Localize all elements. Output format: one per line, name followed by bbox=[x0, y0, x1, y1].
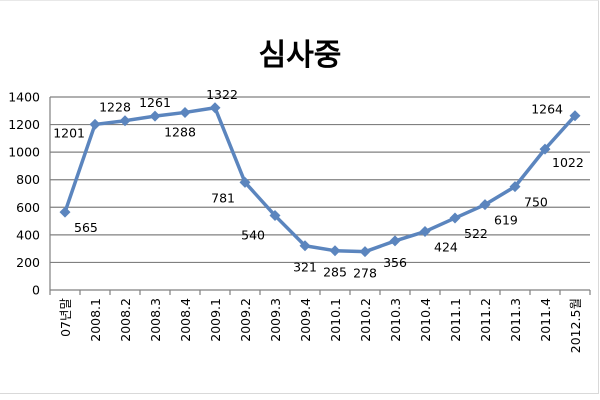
x-tick-label: 2010.1 bbox=[328, 298, 343, 342]
y-tick-label: 200 bbox=[16, 255, 40, 270]
data-point bbox=[179, 106, 191, 118]
x-tick-label: 2008.1 bbox=[88, 298, 103, 342]
chart-title: 심사중 bbox=[258, 38, 342, 73]
data-point bbox=[89, 118, 101, 130]
x-tick-label: 2011.3 bbox=[508, 298, 523, 342]
data-label: 1228 bbox=[99, 100, 131, 115]
y-tick-label: 1200 bbox=[8, 117, 40, 132]
data-label: 278 bbox=[353, 266, 377, 281]
series-points bbox=[59, 102, 581, 258]
x-tick-label: 2009.2 bbox=[238, 298, 253, 342]
data-point bbox=[539, 143, 551, 155]
data-point bbox=[59, 206, 71, 218]
data-point bbox=[509, 181, 521, 193]
y-tick-label: 0 bbox=[32, 283, 40, 298]
data-point bbox=[119, 115, 131, 127]
x-tick-label: 2008.2 bbox=[118, 298, 133, 342]
axes bbox=[49, 97, 591, 295]
data-label: 565 bbox=[74, 220, 98, 235]
data-label: 1322 bbox=[206, 87, 238, 102]
data-label: 1201 bbox=[53, 125, 85, 140]
data-label: 619 bbox=[494, 213, 518, 228]
data-label: 321 bbox=[293, 260, 317, 275]
data-point bbox=[149, 110, 161, 122]
series-line bbox=[63, 106, 577, 254]
x-tick-label: 07년말 bbox=[58, 298, 73, 337]
data-label: 1288 bbox=[164, 124, 196, 139]
data-point bbox=[209, 102, 221, 114]
y-tick-label: 800 bbox=[16, 172, 40, 187]
series-line-path bbox=[63, 106, 577, 254]
x-tick-label: 2010.2 bbox=[358, 298, 373, 342]
y-tick-label: 600 bbox=[16, 200, 40, 215]
x-tick-labels: 07년말 2008.1 2008.2 2008.3 2008.4 2009.1 2009.2… bbox=[58, 298, 583, 354]
data-point bbox=[479, 199, 491, 211]
x-tick-label: 2010.4 bbox=[418, 298, 433, 342]
data-label: 1264 bbox=[531, 102, 563, 117]
data-label: 781 bbox=[211, 190, 235, 205]
data-point bbox=[359, 246, 371, 258]
data-label: 424 bbox=[434, 240, 458, 255]
data-label: 1261 bbox=[139, 95, 171, 110]
x-tick-label: 2011.2 bbox=[478, 298, 493, 342]
data-label: 285 bbox=[323, 265, 347, 280]
x-tick-label: 2011.1 bbox=[448, 298, 463, 342]
data-point bbox=[569, 110, 581, 122]
x-tick-label: 2011.4 bbox=[538, 298, 553, 342]
grid-lines bbox=[50, 96, 590, 264]
y-tick-labels: 0 200 400 600 800 1000 1200 1400 bbox=[8, 90, 40, 298]
data-point bbox=[389, 235, 401, 247]
x-tick-label: 2009.4 bbox=[298, 298, 313, 342]
data-point bbox=[269, 210, 281, 222]
data-point bbox=[449, 212, 461, 224]
x-tick-label: 2009.1 bbox=[208, 298, 223, 342]
y-tick-label: 1400 bbox=[8, 90, 40, 105]
x-tick-label: 2010.3 bbox=[388, 298, 403, 342]
data-labels: 565 1201 1228 1261 1288 1322 781 540 321 285 278 35… bbox=[53, 87, 584, 281]
data-label: 750 bbox=[524, 195, 548, 210]
data-label: 540 bbox=[241, 228, 265, 243]
y-tick-label: 400 bbox=[16, 227, 40, 242]
x-tick-label: 2012.5월 bbox=[568, 298, 583, 353]
data-point bbox=[419, 226, 431, 238]
x-tick-label: 2008.3 bbox=[148, 298, 163, 342]
data-point bbox=[329, 245, 341, 257]
data-label: 1022 bbox=[552, 155, 584, 170]
data-label: 522 bbox=[464, 226, 488, 241]
y-tick-label: 1000 bbox=[8, 145, 40, 160]
x-tick-label: 2009.3 bbox=[268, 298, 283, 342]
data-point bbox=[239, 176, 251, 188]
data-label: 356 bbox=[383, 255, 407, 270]
data-point bbox=[299, 240, 311, 252]
x-tick-label: 2008.4 bbox=[178, 298, 193, 342]
